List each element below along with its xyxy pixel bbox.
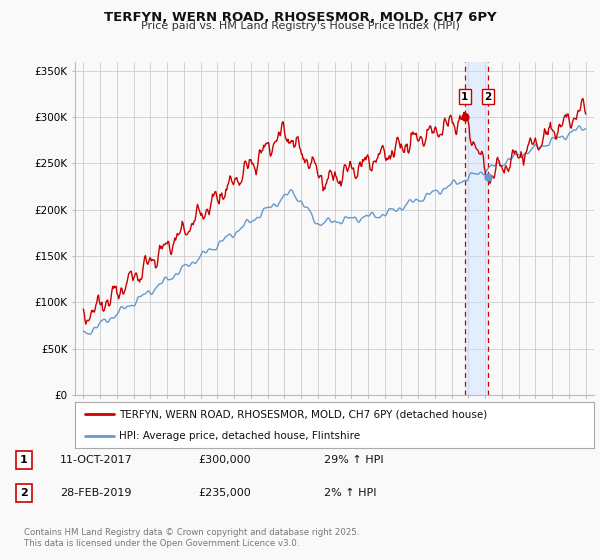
- Text: 2: 2: [484, 92, 491, 101]
- Text: 1: 1: [20, 455, 28, 465]
- Text: TERFYN, WERN ROAD, RHOSESMOR, MOLD, CH7 6PY: TERFYN, WERN ROAD, RHOSESMOR, MOLD, CH7 …: [104, 11, 496, 24]
- Text: 11-OCT-2017: 11-OCT-2017: [60, 455, 133, 465]
- Text: 2: 2: [20, 488, 28, 498]
- Text: HPI: Average price, detached house, Flintshire: HPI: Average price, detached house, Flin…: [119, 431, 360, 441]
- Text: Price paid vs. HM Land Registry's House Price Index (HPI): Price paid vs. HM Land Registry's House …: [140, 21, 460, 31]
- Text: £235,000: £235,000: [198, 488, 251, 498]
- Text: £300,000: £300,000: [198, 455, 251, 465]
- Text: TERFYN, WERN ROAD, RHOSESMOR, MOLD, CH7 6PY (detached house): TERFYN, WERN ROAD, RHOSESMOR, MOLD, CH7 …: [119, 409, 487, 419]
- Text: 28-FEB-2019: 28-FEB-2019: [60, 488, 131, 498]
- Text: 2% ↑ HPI: 2% ↑ HPI: [324, 488, 377, 498]
- Text: Contains HM Land Registry data © Crown copyright and database right 2025.
This d: Contains HM Land Registry data © Crown c…: [24, 528, 359, 548]
- Bar: [465, 62, 488, 395]
- Text: 1: 1: [461, 92, 469, 101]
- Text: 29% ↑ HPI: 29% ↑ HPI: [324, 455, 383, 465]
